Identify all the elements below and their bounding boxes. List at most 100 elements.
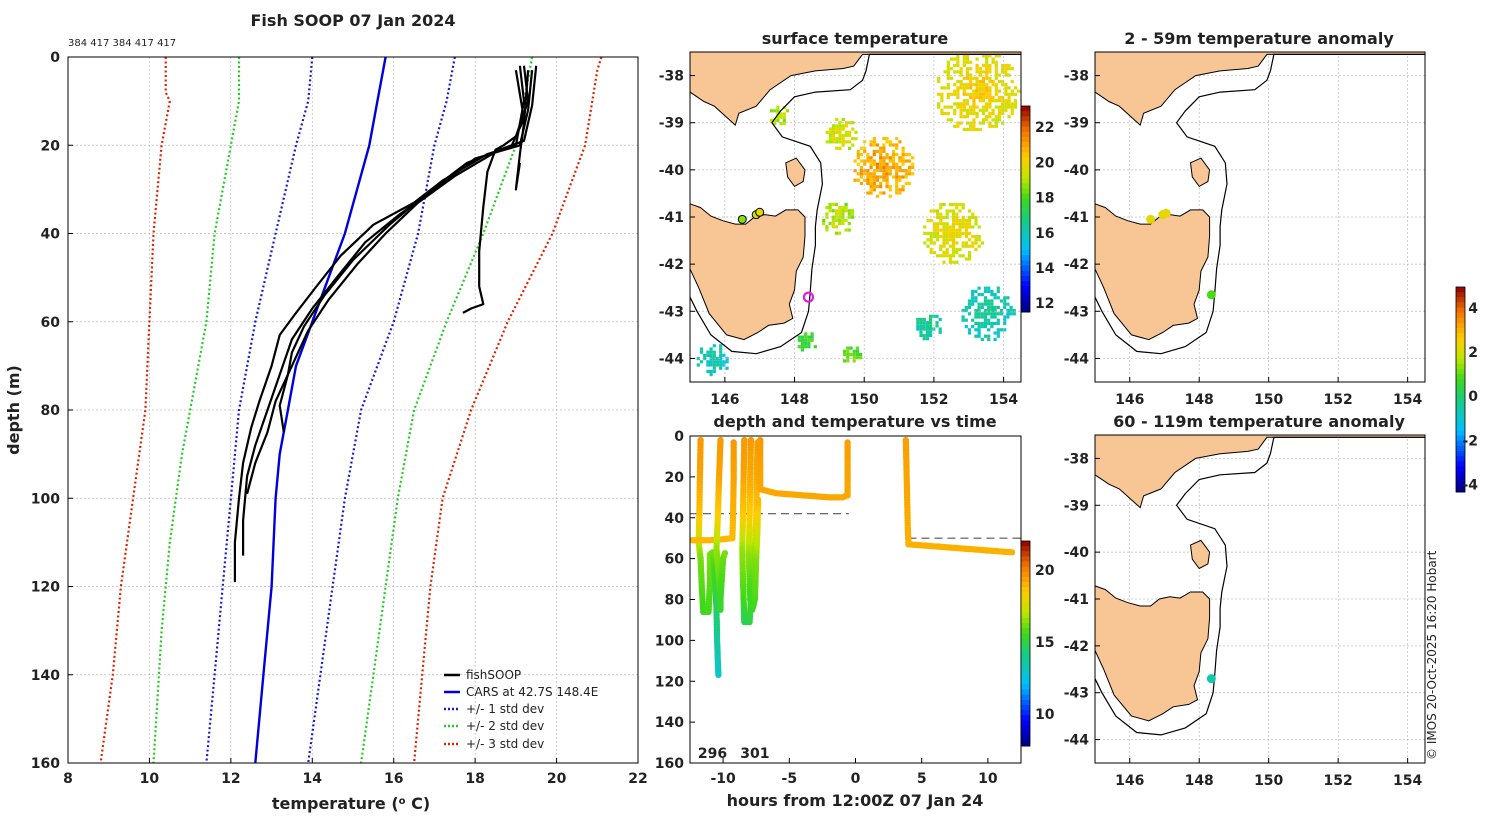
surface-sst-pixel bbox=[807, 345, 811, 349]
surface-sst-pixel bbox=[832, 130, 836, 134]
anomaly-colorbar-segment bbox=[1456, 302, 1465, 308]
surface-sst-pixel bbox=[872, 162, 876, 166]
surface-sst-pixel bbox=[855, 346, 859, 350]
surface-sst-pixel bbox=[939, 203, 943, 207]
surface-sst-pixel bbox=[1001, 111, 1005, 116]
surface-sst-pixel bbox=[882, 172, 886, 176]
surface-sst-pixel bbox=[807, 335, 811, 339]
surface-sst-pixel bbox=[990, 309, 994, 313]
surface-sst-pixel bbox=[969, 92, 973, 96]
surface-sst-pixel bbox=[991, 57, 995, 61]
surface-sst-pixel bbox=[988, 89, 992, 93]
surface-sst-pixel bbox=[838, 222, 842, 226]
surface-sst-pixel bbox=[949, 118, 954, 122]
surface-sst-pixel bbox=[953, 111, 957, 116]
surface-sst-pixel bbox=[901, 149, 905, 153]
surface-sst-pixel bbox=[988, 115, 992, 119]
surface-sst-pixel bbox=[885, 178, 889, 182]
surface-sst-pixel bbox=[991, 118, 995, 122]
surface-colorbar-tick-label: 14 bbox=[1035, 261, 1055, 277]
surface-sst-pixel bbox=[1004, 92, 1008, 96]
surface-sst-pixel bbox=[978, 73, 982, 77]
surface-sst-pixel bbox=[939, 206, 943, 210]
surface-sst-pixel bbox=[980, 305, 984, 309]
surface-sst-pixel bbox=[838, 209, 842, 213]
surface-sst-pixel bbox=[996, 328, 1000, 332]
surface-sst-pixel bbox=[952, 222, 956, 226]
surface-sst-pixel bbox=[935, 324, 939, 328]
surface-colorbar-segment bbox=[1021, 121, 1030, 128]
surface-sst-pixel bbox=[866, 181, 870, 185]
surface-sst-pixel bbox=[996, 318, 1000, 322]
surface-sst-pixel bbox=[872, 175, 876, 179]
anomaly-deep-xtick-label: 152 bbox=[1324, 773, 1353, 789]
surface-sst-pixel bbox=[922, 324, 926, 328]
surface-sst-pixel bbox=[946, 67, 950, 71]
surface-sst-pixel bbox=[939, 215, 943, 219]
surface-sst-pixel bbox=[962, 92, 966, 96]
surface-sst-pixel bbox=[955, 228, 959, 232]
anomaly-colorbar-segment bbox=[1456, 410, 1465, 416]
anomaly-colorbar-segment bbox=[1456, 476, 1465, 483]
surface-sst-pixel bbox=[1004, 89, 1008, 93]
surface-sst-pixel bbox=[948, 203, 952, 207]
anomaly-colorbar-segment bbox=[1456, 307, 1465, 314]
surface-sst-pixel bbox=[932, 225, 936, 229]
surface-sst-pixel bbox=[964, 309, 968, 313]
timeseries-colorbar-segment bbox=[1021, 597, 1030, 603]
surface-sst-pixel bbox=[945, 231, 949, 235]
surface-sst-pixel bbox=[956, 70, 960, 74]
surface-sst-pixel bbox=[988, 79, 992, 84]
surface-sst-pixel bbox=[977, 225, 981, 229]
surface-sst-pixel bbox=[872, 159, 876, 163]
surface-sst-pixel bbox=[939, 247, 943, 251]
surface-sst-pixel bbox=[961, 315, 965, 319]
anomaly-colorbar-segment bbox=[1456, 363, 1465, 370]
surface-sst-pixel bbox=[895, 146, 899, 150]
surface-sst-pixel bbox=[828, 130, 832, 134]
surface-sst-pixel bbox=[994, 63, 998, 68]
surface-colorbar-tick-label: 16 bbox=[1035, 226, 1054, 242]
surface-sst-pixel bbox=[1003, 305, 1007, 309]
surface-sst-pixel bbox=[988, 105, 992, 109]
surface-sst-pixel bbox=[1012, 312, 1016, 316]
surface-sst-pixel bbox=[948, 225, 952, 229]
surface-sst-pixel bbox=[959, 86, 963, 90]
profile-legend: fishSOOP CARS at 42.7S 148.4E +/- 1 std … bbox=[444, 668, 598, 751]
anomaly-colorbar-tick-label: -4 bbox=[1462, 477, 1478, 493]
timeseries-ytick-label: 80 bbox=[665, 593, 685, 609]
anomaly-colorbar-tick-label: -2 bbox=[1462, 433, 1478, 449]
surface-sst-pixel bbox=[969, 95, 973, 100]
surface-sst-pixel bbox=[956, 57, 960, 61]
surface-sst-pixel bbox=[929, 330, 933, 334]
timeseries-xtick-label: -5 bbox=[782, 771, 798, 787]
surface-sst-pixel bbox=[994, 54, 998, 58]
timeseries-colorbar-segment bbox=[1021, 643, 1030, 650]
surface-sst-pixel bbox=[938, 330, 942, 334]
surface-sst-pixel bbox=[964, 325, 968, 329]
surface-sst-pixel bbox=[946, 92, 950, 96]
surface-sst-pixel bbox=[888, 172, 892, 176]
timeseries-ytick-label: 140 bbox=[655, 715, 684, 731]
surface-sst-pixel bbox=[972, 127, 976, 132]
surface-sst-pixel bbox=[978, 89, 982, 93]
surface-sst-pixel bbox=[961, 225, 965, 229]
surface-sst-pixel bbox=[953, 92, 957, 96]
surface-sst-pixel bbox=[981, 89, 986, 93]
surface-sst-pixel bbox=[975, 89, 979, 93]
timeseries-colorbar-segment bbox=[1021, 612, 1030, 619]
surface-sst-pixel bbox=[955, 251, 959, 255]
surface-sst-pixel bbox=[959, 115, 963, 119]
surface-sst-pixel bbox=[974, 315, 978, 319]
surface-sst-pixel bbox=[888, 165, 892, 169]
surface-sst-pixel bbox=[967, 331, 972, 335]
timeseries-colorbar-segment bbox=[1021, 571, 1030, 578]
surface-sst-pixel bbox=[925, 337, 929, 341]
surface-sst-pixel bbox=[961, 241, 965, 245]
surface-sst-pixel bbox=[825, 206, 829, 210]
surface-sst-pixel bbox=[932, 209, 936, 213]
surface-sst-pixel bbox=[929, 231, 933, 235]
surface-sst-pixel bbox=[706, 353, 710, 357]
surface-sst-pixel bbox=[985, 108, 989, 112]
surface-sst-pixel bbox=[971, 325, 975, 329]
